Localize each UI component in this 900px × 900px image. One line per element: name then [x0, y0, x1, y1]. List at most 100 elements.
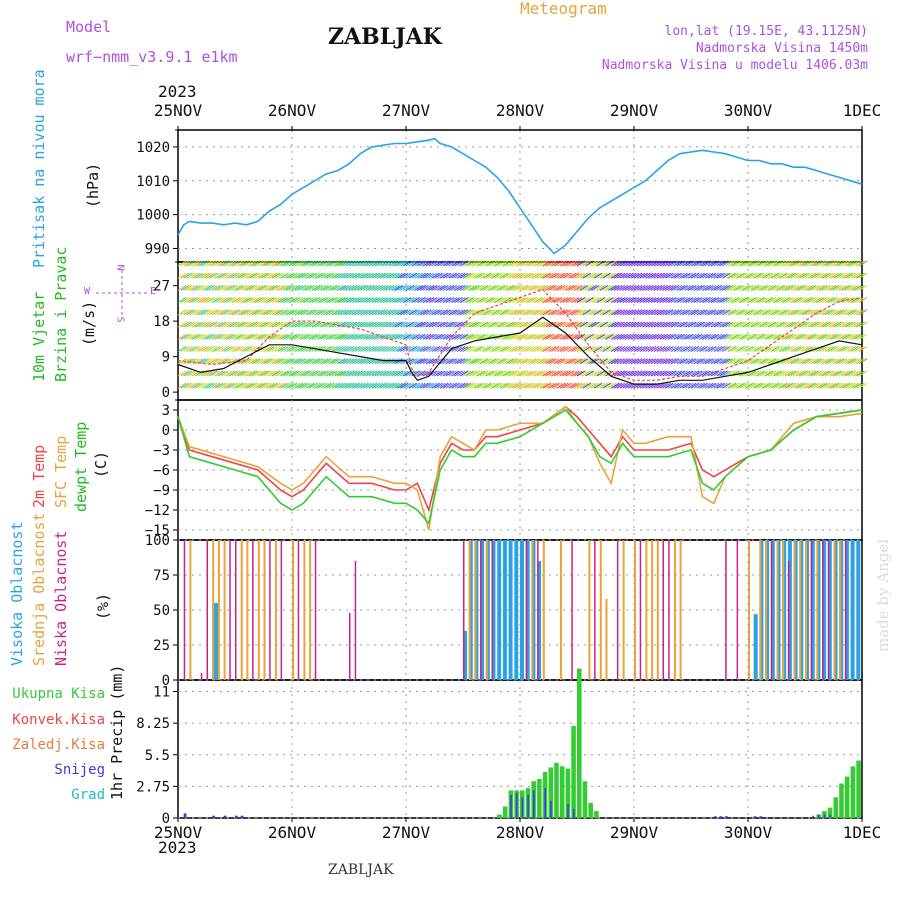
wind-barb [639, 272, 648, 279]
wind-barb [511, 272, 520, 279]
wind-barb [189, 321, 198, 328]
cloud-low-bar [314, 540, 317, 680]
wind-barb [699, 321, 708, 328]
wind-barb [499, 272, 509, 279]
wind-barb [397, 297, 406, 304]
wind-barb [408, 346, 418, 352]
wind-barb [437, 382, 446, 389]
wind-barb [311, 370, 321, 377]
cloud-mid-bar [292, 540, 294, 680]
wind-barb [451, 358, 460, 365]
wind-barb [502, 370, 512, 377]
wind-barb [194, 272, 204, 279]
wind-barb [630, 297, 640, 304]
wind-barb [639, 370, 648, 377]
wind-barb [739, 309, 748, 316]
wind-barb [516, 272, 526, 279]
wind-barb [764, 358, 774, 365]
wind-barb [804, 370, 814, 377]
wind-barb [545, 309, 554, 316]
wind-barb [414, 260, 423, 267]
wind-barb [343, 358, 352, 365]
wind-barb [291, 382, 301, 389]
wind-barb [630, 321, 640, 328]
wind-barb [354, 284, 363, 291]
wind-barb [568, 260, 577, 267]
wind-barb [274, 346, 284, 352]
wind-barb [189, 370, 198, 377]
wind-barb [821, 333, 831, 340]
y-tick-label: −12 [145, 503, 170, 519]
wind-barb [756, 321, 765, 328]
wind-barb [511, 321, 520, 328]
wind-barb [730, 346, 740, 352]
wind-barb [280, 272, 289, 279]
wind-barb [722, 260, 731, 267]
wind-barb [707, 358, 717, 365]
wind-barb [562, 260, 572, 267]
wind-barb [519, 370, 529, 377]
wind-barb [793, 260, 802, 267]
wind-barb [650, 297, 660, 304]
wind-barb [818, 358, 828, 365]
wind-barb [759, 272, 768, 279]
wind-barb [482, 260, 492, 267]
wind-barb [274, 297, 284, 304]
wind-barb [494, 272, 503, 279]
wind-barb [491, 346, 500, 352]
wind-barb [850, 370, 859, 377]
wind-barb [328, 382, 338, 389]
wind-barb [385, 321, 395, 328]
wind-barb [300, 382, 309, 389]
wind-barb [662, 321, 671, 328]
wind-barb [682, 370, 691, 377]
wind-barb [622, 333, 631, 340]
wind-barb [693, 382, 703, 389]
wind-barb [613, 358, 623, 365]
y-tick-label: 18 [153, 314, 170, 330]
wind-barb [685, 297, 694, 304]
wind-barb [479, 321, 489, 328]
wind-barb [348, 321, 358, 328]
wind-barb [687, 297, 697, 304]
wind-barb [479, 272, 489, 279]
cloud-mid-bar [599, 540, 602, 680]
wind-barb [593, 284, 603, 291]
wind-barb [747, 321, 757, 328]
precip-small-bar [183, 813, 187, 818]
footer-station: ZABLJAK [328, 862, 394, 878]
wind-barb [787, 284, 797, 291]
wind-barb [357, 358, 366, 365]
wind-barb [599, 284, 609, 291]
wind-barb [220, 309, 230, 316]
wind-barb [471, 284, 480, 291]
wind-barb [368, 272, 378, 279]
wind-barb [522, 382, 532, 389]
cloud-low-bar [571, 540, 573, 680]
wind-barb [260, 382, 269, 389]
wind-barb [542, 321, 552, 328]
wind-barb [818, 333, 828, 340]
wind-barb [676, 272, 686, 279]
wind-barb [542, 309, 552, 316]
wind-barb [525, 260, 534, 267]
wind-barb [622, 260, 631, 267]
wind-barb [841, 272, 851, 279]
wind-barb [539, 260, 549, 267]
wind-barb [391, 358, 401, 365]
wind-barb [562, 382, 572, 389]
wind-barb [525, 346, 534, 352]
wind-barb [713, 370, 723, 377]
wind-barb [676, 321, 686, 328]
wind-barb [305, 333, 315, 340]
precip-total-bar [827, 807, 833, 818]
wind-barb [220, 284, 230, 291]
wind-barb [553, 370, 563, 377]
wind-barb [821, 309, 831, 316]
wind-barb [619, 272, 629, 279]
wind-barb [531, 309, 540, 316]
wind-barb [750, 272, 760, 279]
wind-barb [667, 370, 677, 377]
cloud-high-bar [827, 540, 832, 680]
wind-barb [531, 272, 540, 279]
